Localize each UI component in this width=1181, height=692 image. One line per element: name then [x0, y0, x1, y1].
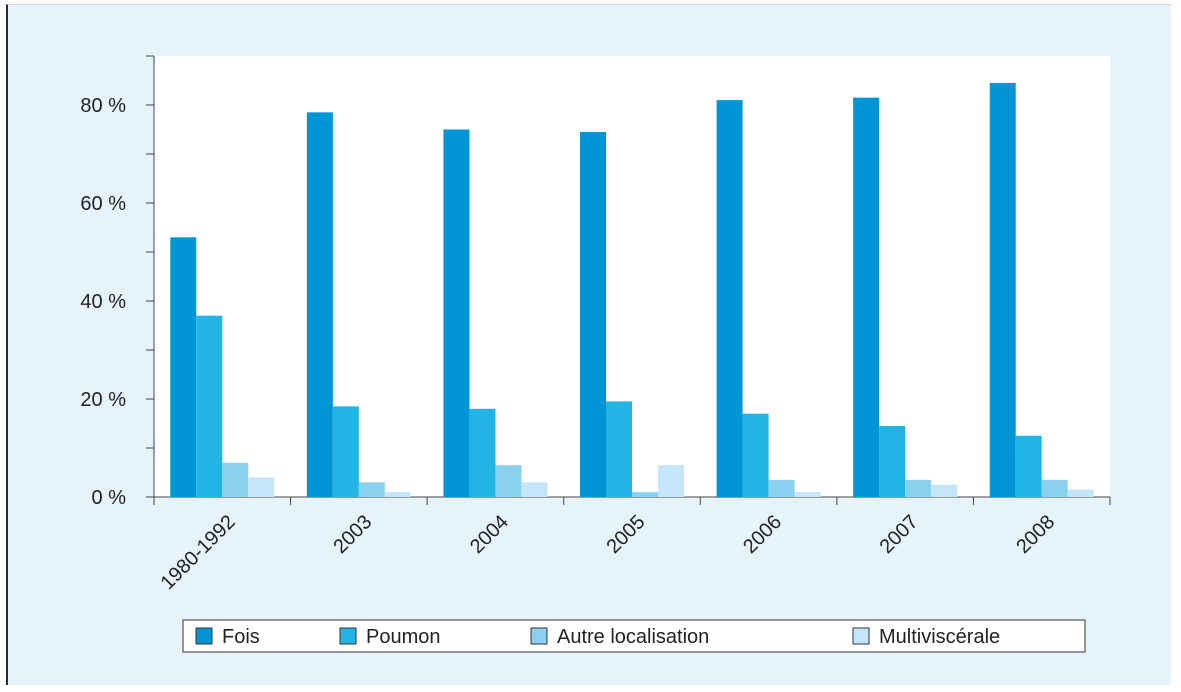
bar-autre-localisation-2006 — [768, 479, 795, 497]
x-tick-label: 1980-1992 — [157, 511, 240, 594]
bar-fois-2008 — [989, 82, 1016, 497]
legend-label: Poumon — [366, 626, 441, 648]
bar-fois-2005 — [580, 131, 606, 497]
bar-poumon-2005 — [606, 401, 632, 497]
legend-swatch — [339, 627, 357, 645]
bar-autre-localisation-2007 — [905, 479, 932, 497]
bar-autre-localisation-2003 — [358, 482, 385, 497]
x-tick-label: 2004 — [466, 511, 513, 558]
legend-label: Multiviscérale — [879, 626, 1000, 648]
y-tick-label: 20 % — [80, 389, 126, 411]
bar-multivisc-rale-2008 — [1067, 489, 1094, 497]
bar-multivisc-rale-2004 — [521, 482, 548, 497]
y-tick-label: 0 % — [92, 487, 127, 509]
bar-poumon-2006 — [742, 413, 769, 497]
x-tick-label: 2003 — [329, 511, 376, 558]
y-tick-label: 40 % — [80, 291, 126, 313]
x-tick-label: 2006 — [739, 511, 786, 558]
bar-multivisc-rale-2007 — [931, 484, 958, 497]
legend-label: Fois — [222, 626, 260, 648]
legend-swatch — [852, 627, 870, 645]
bar-poumon-2003 — [332, 406, 359, 497]
bar-autre-localisation-2005 — [632, 492, 658, 497]
bar-multivisc-rale-2003 — [384, 492, 411, 497]
bar-fois-2007 — [853, 97, 880, 498]
y-tick-label: 80 % — [80, 95, 126, 117]
x-tick-label: 2008 — [1012, 511, 1059, 558]
legend — [182, 619, 1086, 653]
legend-swatch — [530, 627, 548, 645]
y-tick-label: 60 % — [80, 193, 126, 215]
bar-multivisc-rale-2006 — [794, 492, 821, 497]
bar-autre-localisation-1980-1992 — [222, 462, 249, 497]
bar-fois-2004 — [443, 129, 470, 497]
x-tick-label: 2005 — [603, 511, 650, 558]
bar-multivisc-rale-2005 — [658, 465, 684, 497]
bar-poumon-2004 — [469, 408, 496, 497]
bar-fois-1980-1992 — [170, 237, 197, 498]
bar-autre-localisation-2008 — [1041, 479, 1068, 497]
bar-fois-2006 — [716, 100, 743, 497]
bar-multivisc-rale-1980-1992 — [248, 477, 275, 497]
bar-poumon-2008 — [1015, 435, 1042, 497]
bar-autre-localisation-2004 — [495, 465, 522, 497]
legend-swatch — [195, 627, 213, 645]
legend-label: Autre localisation — [557, 626, 709, 648]
bar-poumon-2007 — [879, 425, 906, 497]
bar-poumon-1980-1992 — [196, 315, 223, 497]
x-tick-label: 2007 — [876, 511, 923, 558]
bar-fois-2003 — [306, 112, 333, 497]
